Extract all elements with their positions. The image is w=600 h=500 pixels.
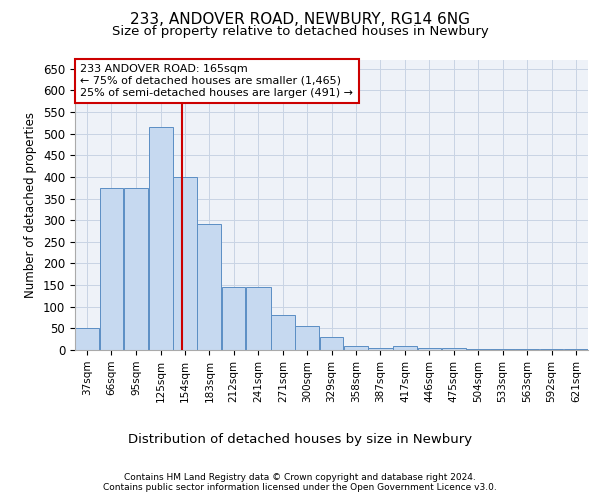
Bar [540,349,563,350]
Text: Size of property relative to detached houses in Newbury: Size of property relative to detached ho… [112,25,488,38]
Bar [564,349,588,350]
Text: Contains HM Land Registry data © Crown copyright and database right 2024.: Contains HM Land Registry data © Crown c… [124,472,476,482]
Text: 233 ANDOVER ROAD: 165sqm
← 75% of detached houses are smaller (1,465)
25% of sem: 233 ANDOVER ROAD: 165sqm ← 75% of detach… [80,64,353,98]
Bar [515,349,539,350]
Bar [197,224,221,350]
Text: Contains public sector information licensed under the Open Government Licence v3: Contains public sector information licen… [103,482,497,492]
Bar [418,348,442,350]
Text: Distribution of detached houses by size in Newbury: Distribution of detached houses by size … [128,432,472,446]
Bar [75,328,99,350]
Bar [124,188,148,350]
Bar [221,287,245,350]
Bar [442,348,466,350]
Bar [173,177,197,350]
Bar [344,346,368,350]
Bar [490,349,515,350]
Bar [149,127,173,350]
Bar [368,348,393,350]
Bar [295,326,319,350]
Bar [466,349,490,350]
Y-axis label: Number of detached properties: Number of detached properties [25,112,37,298]
Text: 233, ANDOVER ROAD, NEWBURY, RG14 6NG: 233, ANDOVER ROAD, NEWBURY, RG14 6NG [130,12,470,28]
Bar [393,346,417,350]
Bar [271,316,295,350]
Bar [246,287,271,350]
Bar [320,337,343,350]
Bar [100,188,123,350]
